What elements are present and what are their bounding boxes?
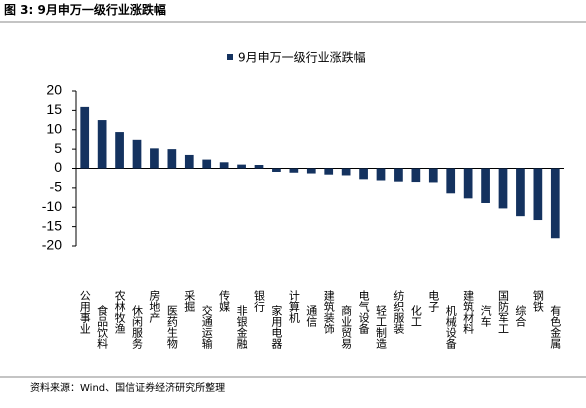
x-tick-label: 食品饮料	[96, 304, 109, 350]
bar	[341, 168, 351, 176]
x-tick-label: 通信	[305, 305, 318, 328]
x-tick-label: 农林牧渔	[113, 289, 126, 335]
bar	[481, 168, 490, 203]
x-tick-label: 电气设备	[357, 290, 370, 335]
x-tick-label: 采掘	[183, 290, 196, 313]
y-tick-label: 15	[46, 101, 62, 117]
y-tick-label: -20	[42, 237, 62, 253]
y-tick-label: -5	[50, 179, 63, 195]
bar	[446, 168, 456, 194]
x-tick-label: 休闲服务	[131, 305, 144, 349]
x-tick-label: 公用事业	[78, 290, 91, 334]
bar	[306, 168, 316, 174]
bar	[202, 159, 212, 169]
x-tick-label: 家用电器	[270, 304, 283, 350]
bar	[289, 168, 299, 173]
bar	[394, 168, 403, 182]
x-tick-label: 纺织服装	[392, 289, 405, 335]
figure-caption: 图 3: 9月申万一级行业涨跌幅	[4, 2, 166, 17]
bar	[516, 168, 525, 217]
bar	[237, 164, 246, 169]
y-tick-label: 5	[54, 140, 62, 156]
bar	[115, 132, 124, 169]
x-tick-label: 机械设备	[444, 304, 457, 350]
bar	[376, 168, 386, 181]
x-tick-label: 计算机	[287, 290, 300, 323]
x-tick-label: 医药生物	[165, 305, 178, 349]
x-tick-label: 建筑装饰	[322, 289, 335, 334]
x-tick-label: 房地产	[148, 290, 161, 324]
bar	[254, 165, 264, 169]
x-tick-label: 银行	[253, 289, 266, 313]
bar	[463, 168, 473, 199]
bar	[219, 162, 229, 169]
x-tick-label: 建筑材料	[462, 289, 475, 335]
x-tick-label: 交通运输	[200, 304, 213, 350]
source-note: 资料来源：Wind、国信证券经济研究所整理	[30, 381, 225, 394]
bar	[498, 168, 508, 209]
bar	[359, 168, 368, 180]
x-tick-label: 电子	[427, 290, 440, 312]
bar	[167, 149, 177, 169]
x-tick-label: 非银金融	[235, 305, 248, 350]
x-tick-label: 钢铁	[531, 290, 544, 312]
bar	[80, 106, 90, 169]
x-tick-label: 综合	[514, 304, 527, 327]
x-tick-label: 传媒	[218, 290, 231, 313]
bar	[97, 120, 107, 169]
y-tick-label: -15	[42, 217, 62, 233]
x-tick-label: 化工	[409, 304, 422, 327]
bar	[272, 168, 281, 172]
x-tick-label: 轻工制造	[375, 304, 388, 349]
bar	[150, 148, 159, 169]
bar	[533, 168, 543, 221]
bar	[184, 154, 194, 169]
legend-swatch	[227, 54, 233, 60]
x-tick-label: 商业贸易	[340, 304, 353, 350]
y-tick-label: -10	[42, 198, 62, 214]
x-tick-label: 国防军工	[497, 290, 510, 334]
legend-label: 9月申万一级行业涨跌幅	[238, 50, 366, 65]
y-tick-label: 20	[46, 82, 62, 98]
y-tick-label: 0	[54, 159, 62, 175]
bar	[132, 139, 142, 169]
x-tick-label: 汽车	[479, 304, 492, 328]
bar	[411, 168, 421, 183]
bar	[550, 168, 560, 239]
y-tick-label: 10	[46, 120, 62, 136]
x-tick-label: 有色金属	[549, 304, 562, 350]
bar	[324, 168, 334, 175]
bar	[428, 168, 438, 183]
